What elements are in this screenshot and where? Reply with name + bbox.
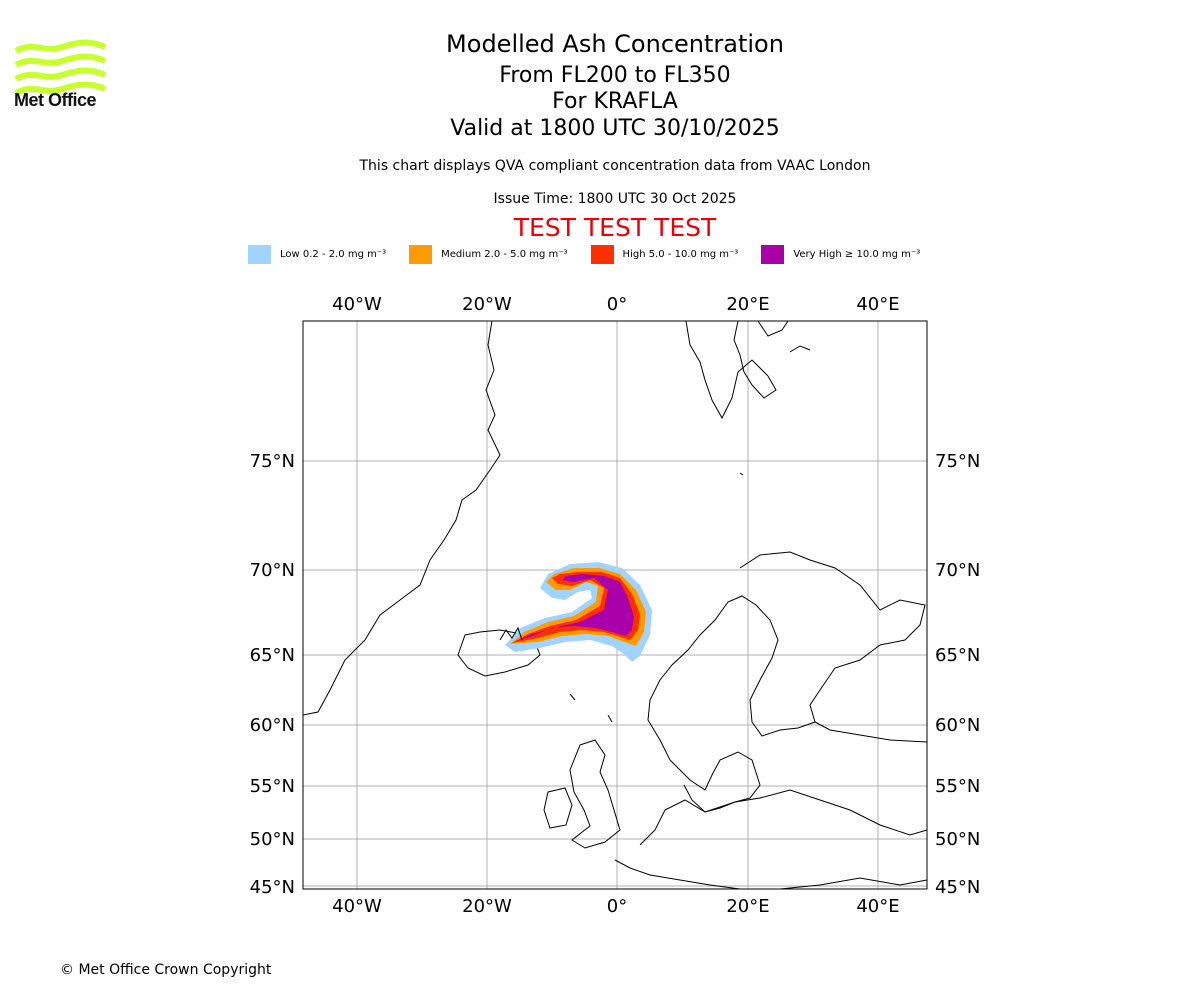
lat-label-left: 65°N — [250, 645, 295, 666]
legend-item-medium: Medium 2.0 - 5.0 mg m⁻³ — [409, 244, 568, 264]
lat-label-right: 45°N — [935, 877, 980, 898]
legend-item-high: High 5.0 - 10.0 mg m⁻³ — [590, 244, 739, 264]
lat-labels-left: 75°N 70°N 65°N 60°N 55°N 50°N 45°N — [250, 451, 295, 898]
lon-label-top: 40°W — [332, 294, 382, 315]
issue-time: Issue Time: 1800 UTC 30 Oct 2025 — [493, 191, 737, 207]
lat-label-right: 75°N — [935, 451, 980, 472]
lon-labels-top: 40°W 20°W 0° 20°E 40°E — [332, 294, 899, 315]
lon-label-top: 0° — [607, 294, 627, 315]
legend-swatch-high — [590, 244, 614, 264]
lat-label-left: 55°N — [250, 776, 295, 797]
legend-item-low: Low 0.2 - 2.0 mg m⁻³ — [248, 244, 387, 264]
lon-label-bottom: 20°E — [726, 896, 769, 917]
met-office-logo — [14, 39, 106, 96]
lat-label-left: 75°N — [250, 451, 295, 472]
lat-label-left: 50°N — [250, 829, 295, 850]
map-frame — [302, 320, 928, 890]
compliance-note: This chart displays QVA compliant concen… — [359, 158, 871, 174]
legend-swatch-low — [248, 244, 271, 264]
lon-label-bottom: 20°W — [462, 896, 512, 917]
lat-label-right: 50°N — [935, 829, 980, 850]
lat-label-right: 55°N — [935, 776, 980, 797]
plume-very-high — [514, 574, 634, 642]
legend-label-very-high: Very High ≥ 10.0 mg m⁻³ — [793, 248, 921, 260]
volcano-name: For KRAFLA — [552, 89, 678, 114]
concentration-legend: Low 0.2 - 2.0 mg m⁻³ Medium 2.0 - 5.0 mg… — [248, 244, 943, 264]
met-office-logo-text: Met Office — [14, 90, 97, 110]
flight-levels: From FL200 to FL350 — [499, 63, 731, 88]
lat-label-left: 60°N — [250, 715, 295, 736]
ash-plume — [505, 562, 652, 662]
lon-labels-bottom: 40°W 20°W 0° 20°E 40°E — [332, 896, 899, 917]
lat-label-left: 45°N — [250, 877, 295, 898]
lat-label-right: 65°N — [935, 645, 980, 666]
coastlines — [303, 321, 927, 889]
lon-label-bottom: 0° — [607, 896, 627, 917]
lat-label-right: 70°N — [935, 560, 980, 581]
legend-label-high: High 5.0 - 10.0 mg m⁻³ — [622, 248, 739, 260]
legend-label-low: Low 0.2 - 2.0 mg m⁻³ — [280, 248, 387, 260]
volcano-marker — [499, 626, 523, 641]
legend-swatch-medium — [409, 244, 433, 264]
test-banner: TEST TEST TEST — [513, 213, 717, 242]
lon-label-bottom: 40°E — [856, 896, 899, 917]
legend-item-very-high: Very High ≥ 10.0 mg m⁻³ — [761, 244, 921, 264]
lon-label-top: 40°E — [856, 294, 899, 315]
legend-label-medium: Medium 2.0 - 5.0 mg m⁻³ — [441, 248, 568, 260]
lon-label-top: 20°W — [462, 294, 512, 315]
lon-label-bottom: 40°W — [332, 896, 382, 917]
legend-swatch-very-high — [761, 244, 785, 264]
copyright-notice: © Met Office Crown Copyright — [60, 962, 272, 978]
lat-labels-right: 75°N 70°N 65°N 60°N 55°N 50°N 45°N — [935, 451, 980, 898]
chart-title: Modelled Ash Concentration — [446, 30, 784, 58]
lat-label-left: 70°N — [250, 560, 295, 581]
lon-label-top: 20°E — [726, 294, 769, 315]
lat-label-right: 60°N — [935, 715, 980, 736]
valid-time: Valid at 1800 UTC 30/10/2025 — [450, 116, 780, 141]
graticule — [303, 321, 927, 889]
